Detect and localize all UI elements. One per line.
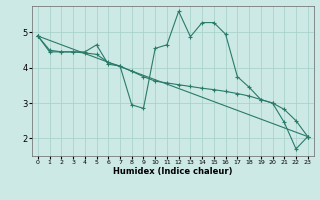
X-axis label: Humidex (Indice chaleur): Humidex (Indice chaleur) <box>113 167 233 176</box>
